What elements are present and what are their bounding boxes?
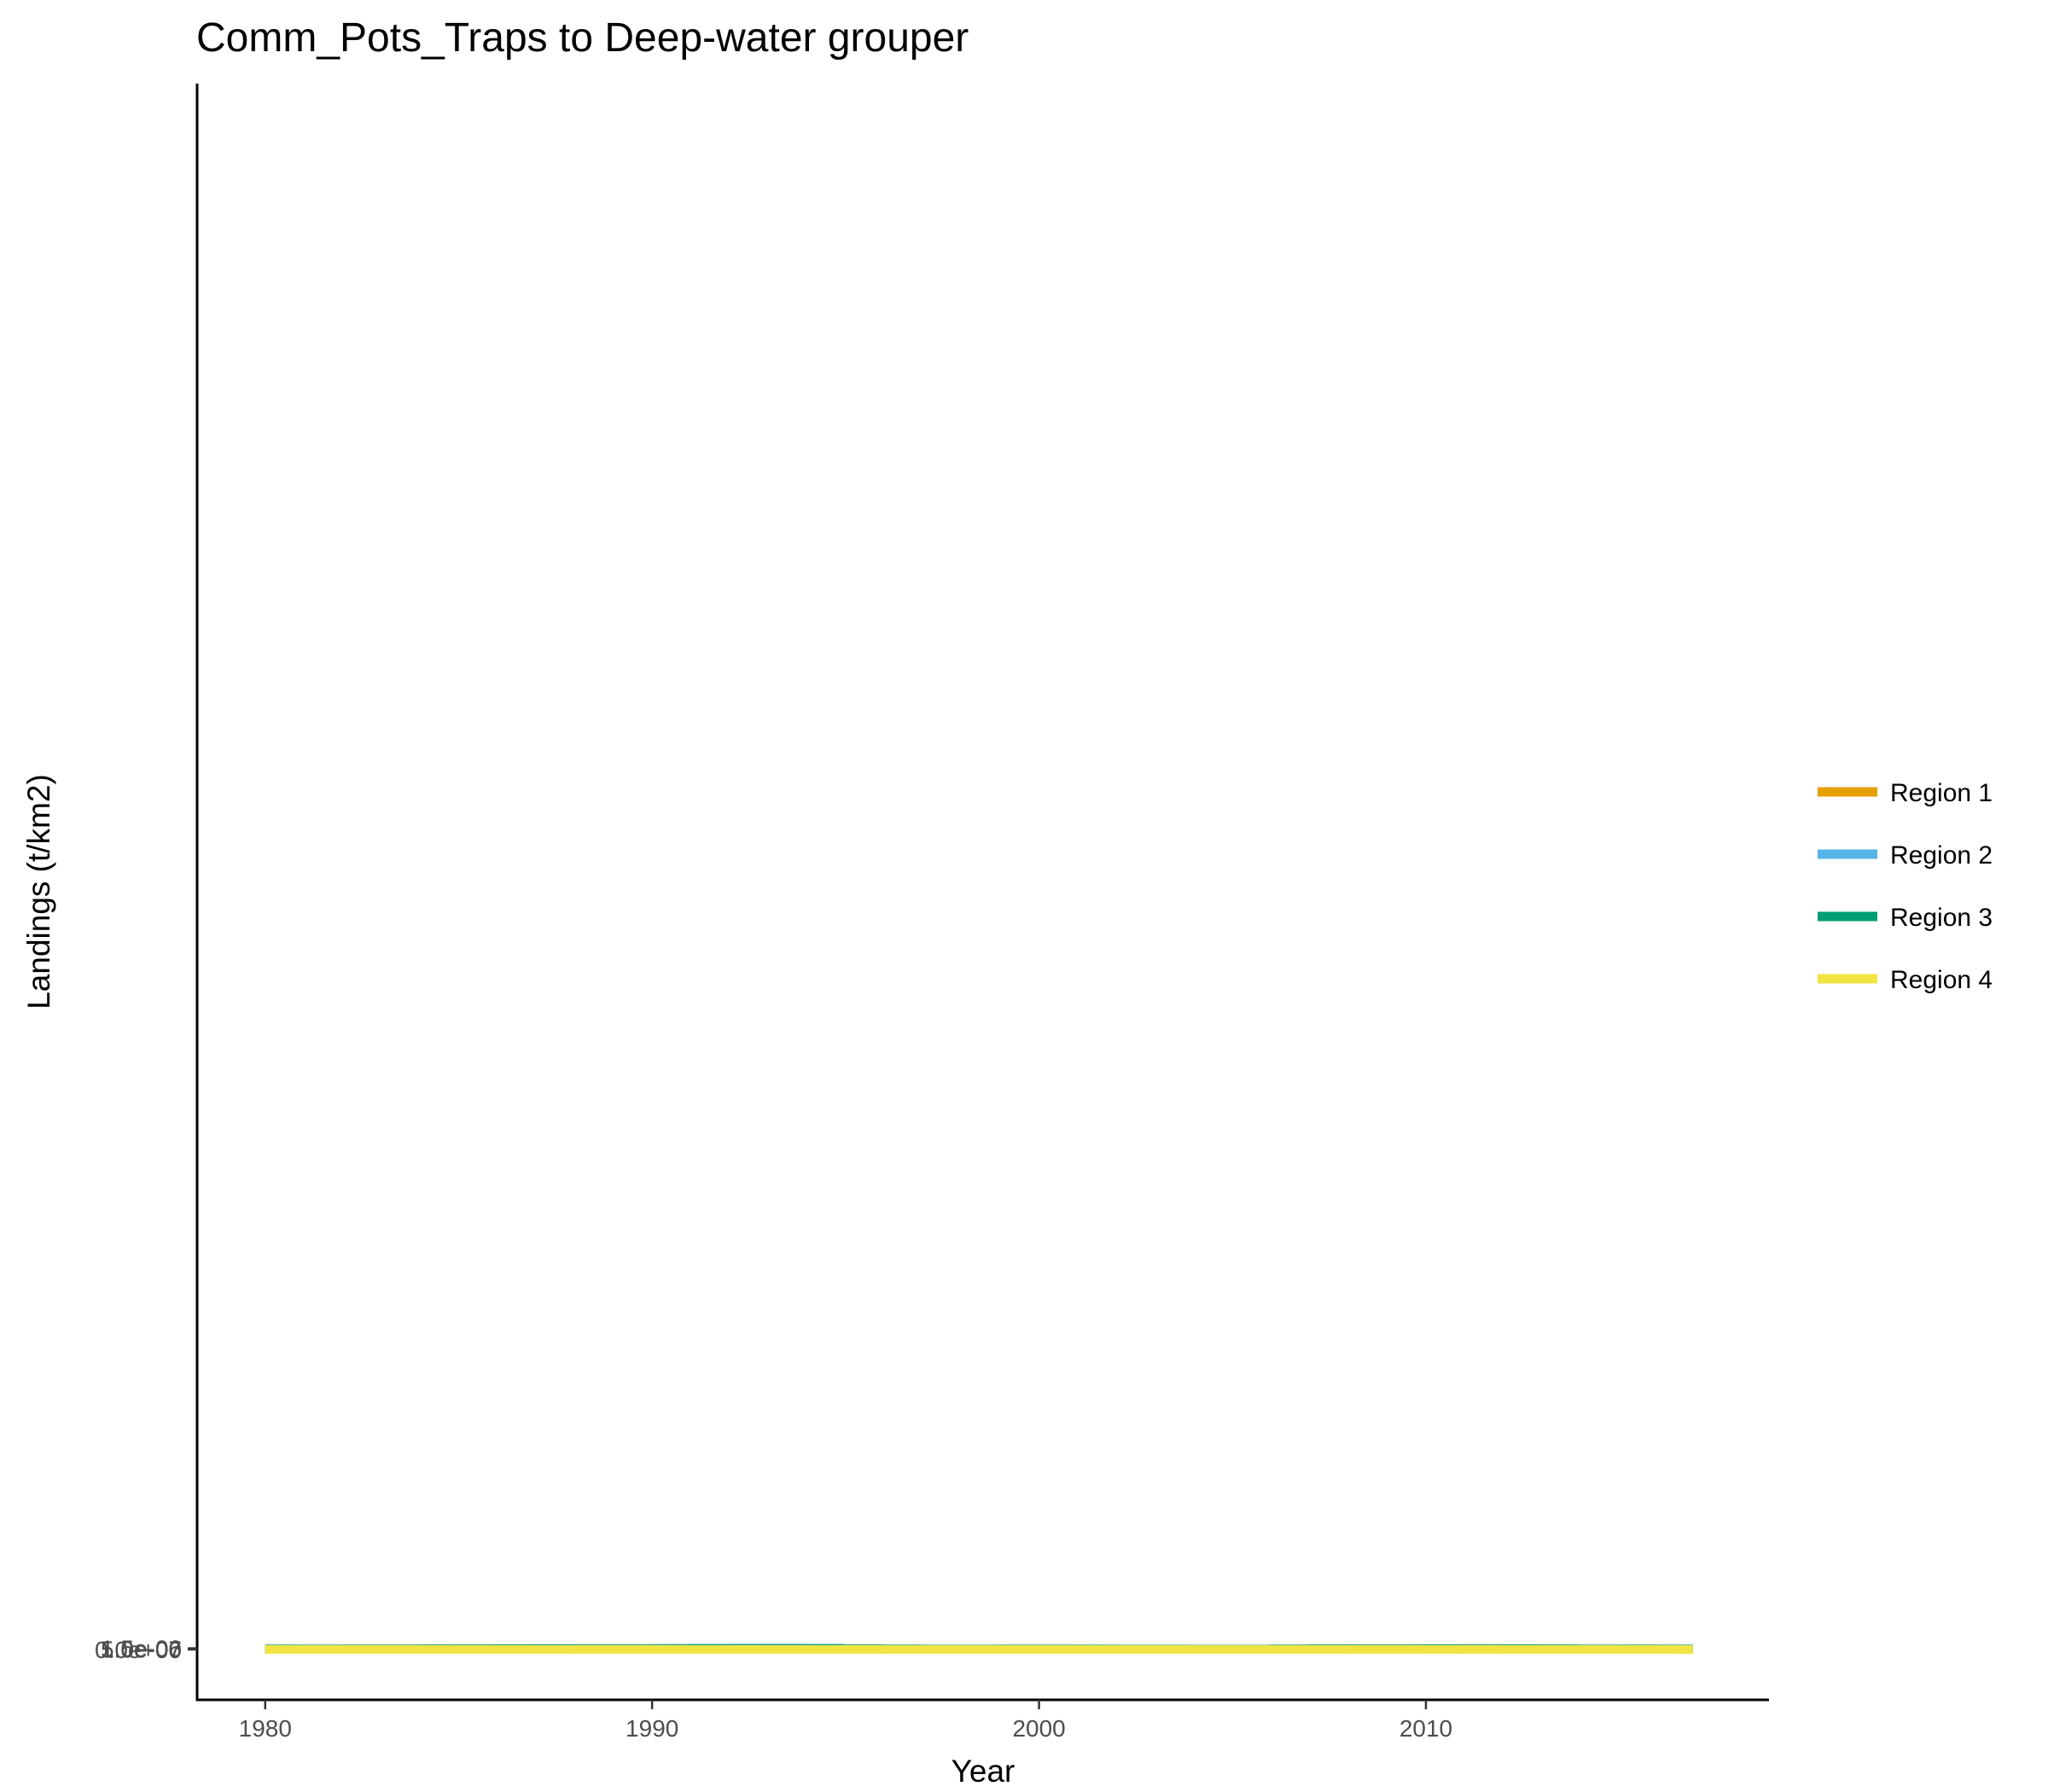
- legend-label-region-1: Region 1: [1890, 779, 1993, 807]
- y-tick-label: 1.0e-06: [101, 1636, 182, 1662]
- y-axis-title: Landings (t/km2): [21, 774, 56, 1009]
- x-tick-label: 1980: [239, 1715, 292, 1742]
- x-axis-title: Year: [951, 1754, 1015, 1789]
- x-axis-ticks: 1980 1990 2000 2010: [239, 1700, 1452, 1742]
- x-tick-label: 2010: [1399, 1715, 1452, 1742]
- y-tick-label: 1.5e-06: [101, 1636, 182, 1662]
- legend: Region 1 Region 2 Region 3 Region 4: [1818, 779, 1993, 994]
- legend-label-region-3: Region 3: [1890, 904, 1993, 932]
- y-tick-label: 5.0e-07: [101, 1637, 182, 1663]
- y-axis-ticks: 0.0e+005.0e-071.0e-061.5e-06: [95, 1636, 197, 1663]
- legend-label-region-4: Region 4: [1890, 966, 1993, 994]
- legend-label-region-2: Region 2: [1890, 841, 1993, 870]
- x-tick-label: 1990: [625, 1715, 678, 1742]
- plot-area: [265, 1644, 1693, 1654]
- chart-title: Comm_Pots_Traps to Deep-water grouper: [196, 15, 969, 61]
- y-tick-label: 0.0e+00: [95, 1637, 182, 1663]
- x-tick-label: 2000: [1012, 1715, 1065, 1742]
